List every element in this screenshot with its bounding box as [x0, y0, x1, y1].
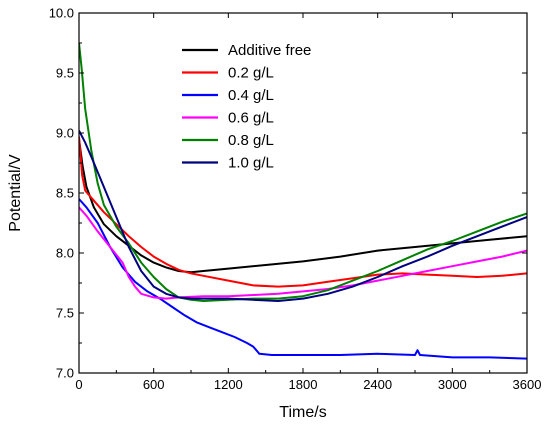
legend-label: 0.4 g/L [228, 87, 274, 104]
x-tick-label: 0 [75, 377, 82, 392]
x-tick-label: 3600 [513, 377, 542, 392]
x-axis-label: Time/s [279, 404, 326, 421]
y-tick-label: 7.0 [56, 366, 74, 381]
x-tick-label: 1200 [214, 377, 243, 392]
legend-label: 0.8 g/L [228, 132, 274, 149]
legend-label: 1.0 g/L [228, 155, 274, 172]
y-tick-label: 10.0 [49, 6, 74, 21]
plot-area [78, 12, 528, 374]
series-layer [79, 42, 527, 360]
x-tick-label: 2400 [363, 377, 392, 392]
x-axis: 0 600 1200 1800 2400 3000 3600 [75, 13, 541, 392]
y-axis-label: Potential/V [7, 154, 24, 232]
y-axis: 7.0 7.5 8.0 8.5 9.0 9.5 10.0 [49, 6, 527, 381]
y-tick-label: 7.5 [56, 306, 74, 321]
series-line-5 [79, 130, 527, 302]
series-line-1 [79, 136, 527, 288]
x-tick-label: 600 [143, 377, 165, 392]
legend-label: 0.2 g/L [228, 65, 274, 82]
plot-frame [78, 12, 528, 374]
legend: Additive free 0.2 g/L 0.4 g/L 0.6 g/L 0.8 g/… [182, 42, 311, 172]
x-tick-label: 1800 [289, 377, 318, 392]
legend-label: Additive free [228, 42, 311, 59]
series-line-0 [79, 138, 527, 274]
series-line-4 [79, 42, 527, 302]
y-tick-label: 9.5 [56, 66, 74, 81]
series-line-3 [79, 206, 527, 300]
y-tick-label: 9.0 [56, 126, 74, 141]
y-tick-label: 8.0 [56, 246, 74, 261]
y-tick-label: 8.5 [56, 186, 74, 201]
x-tick-label: 3000 [438, 377, 467, 392]
legend-label: 0.6 g/L [228, 110, 274, 127]
